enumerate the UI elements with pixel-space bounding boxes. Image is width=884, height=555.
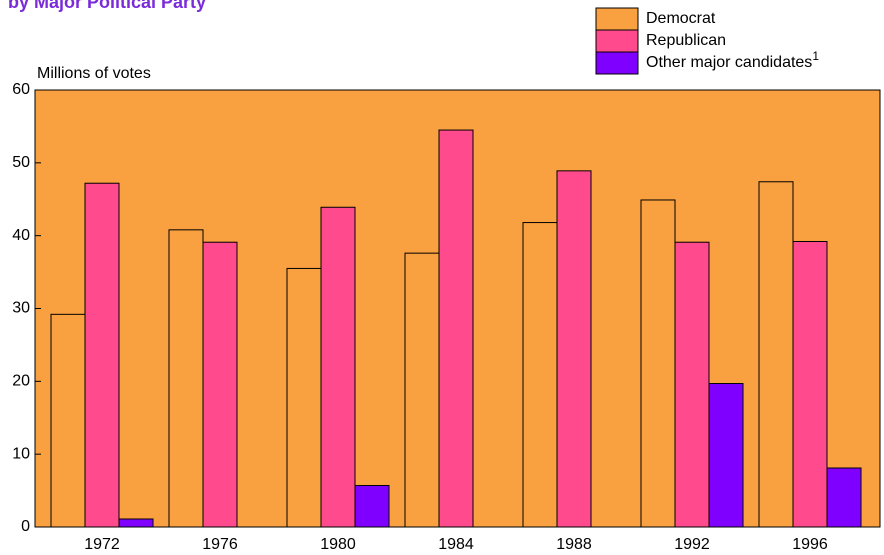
y-tick-label: 50: [12, 154, 30, 171]
bar: [438, 129, 474, 528]
legend-footnote: 1: [812, 49, 819, 63]
bar: [84, 182, 120, 528]
y-tick-label: 60: [12, 81, 30, 98]
y-axis-label: Millions of votes: [37, 65, 151, 82]
legend-swatch: [595, 51, 639, 75]
bar: [404, 252, 440, 528]
legend-text: Other major candidates: [646, 54, 812, 71]
x-tick-label: 1984: [438, 536, 474, 553]
y-tick-label: 30: [12, 300, 30, 317]
x-tick-label: 1972: [84, 536, 120, 553]
legend-text: Democrat: [646, 10, 716, 27]
y-tick-label: 40: [12, 227, 30, 244]
bar: [320, 206, 356, 528]
bar: [202, 241, 238, 528]
chart-title: by Major Political Party: [8, 0, 206, 12]
bar: [826, 467, 862, 528]
bar: [168, 229, 204, 528]
bar: [556, 170, 592, 528]
bar: [640, 199, 676, 528]
bar: [522, 222, 558, 528]
bar: [758, 181, 794, 528]
bar: [50, 313, 86, 528]
legend-label: Democrat: [646, 10, 716, 27]
y-tick-label: 20: [12, 373, 30, 390]
bar: [118, 518, 154, 528]
legend-swatch: [595, 29, 639, 53]
legend-swatch: [595, 7, 639, 31]
bar: [286, 267, 322, 528]
bar: [792, 240, 828, 528]
legend-label: Other major candidates1: [646, 49, 819, 71]
x-tick-label: 1992: [674, 536, 710, 553]
y-tick-label: 10: [12, 445, 30, 462]
bar: [674, 241, 710, 528]
legend-text: Republican: [646, 32, 726, 49]
x-tick-label: 1988: [556, 536, 592, 553]
y-tick-label: 0: [21, 518, 30, 535]
legend-label: Republican: [646, 32, 726, 49]
x-tick-label: 1996: [792, 536, 828, 553]
x-tick-label: 1980: [320, 536, 356, 553]
bar: [708, 383, 744, 528]
bar: [354, 484, 390, 528]
x-tick-label: 1976: [202, 536, 238, 553]
